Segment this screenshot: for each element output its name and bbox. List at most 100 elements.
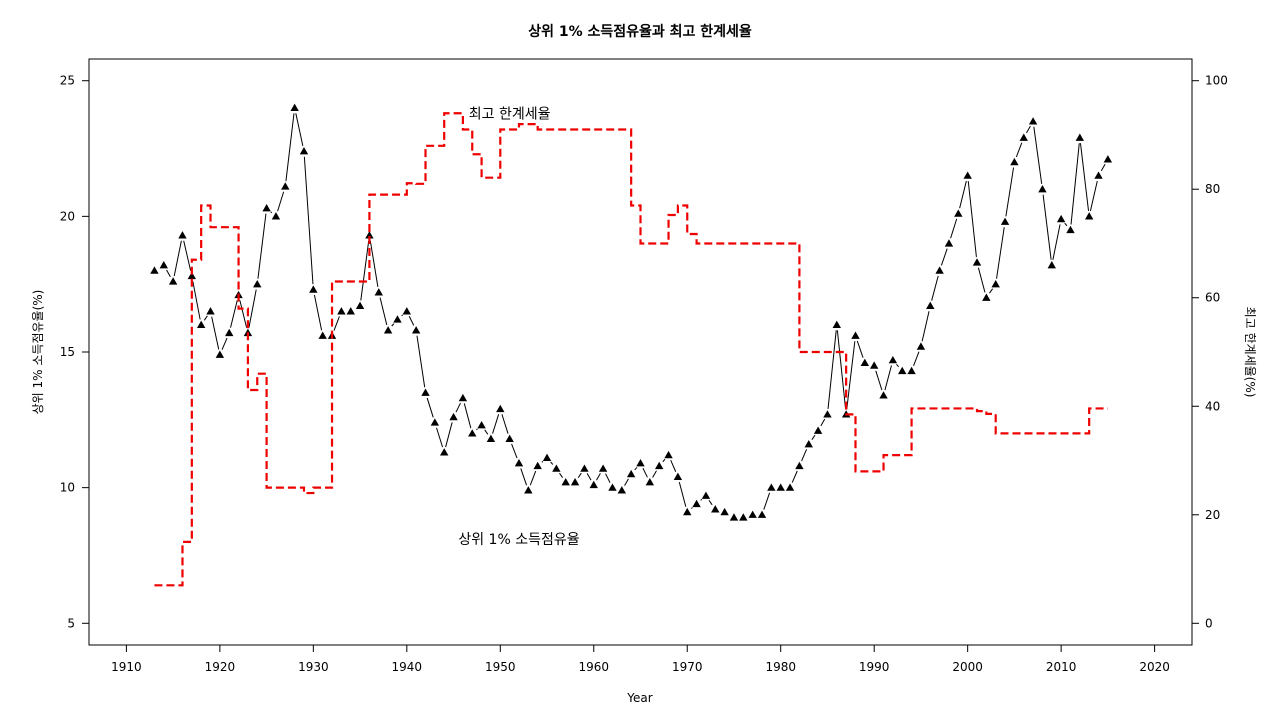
income-share-point [215, 350, 225, 358]
income-share-point [393, 315, 402, 323]
income-share-point [711, 505, 720, 513]
x-tick-label: 2020 [1139, 660, 1170, 674]
income-share-point [720, 507, 729, 516]
income-share-segment [436, 427, 444, 448]
income-share-segment [221, 337, 228, 350]
income-share-point [757, 510, 767, 518]
income-share-segment [257, 213, 267, 279]
income-share-segment [391, 323, 395, 327]
income-share-point [430, 418, 440, 426]
income-share-point [468, 429, 477, 437]
income-share-point [365, 231, 374, 239]
income-share-segment [520, 468, 528, 486]
income-share-point [785, 483, 795, 491]
x-tick-label: 1990 [859, 660, 890, 674]
income-share-point [150, 266, 159, 274]
annotation-layer: 최고 한계세율 상위 1% 소득점유율 [458, 106, 579, 548]
income-share-point [421, 388, 430, 396]
income-share-segment [931, 275, 939, 301]
annotation-tax-rate: 최고 한계세율 [469, 106, 551, 122]
right-axis-title: 최고 한계세율(%) [1243, 307, 1257, 398]
income-share-segment [408, 316, 415, 326]
income-share-point [262, 204, 271, 212]
income-share-point [542, 453, 552, 461]
income-share-segment [401, 314, 403, 317]
income-share-point [552, 464, 561, 472]
income-share-point [402, 307, 412, 315]
income-share-segment [1079, 143, 1090, 211]
x-tick-label: 2010 [1046, 660, 1077, 674]
income-share-point [991, 279, 1000, 288]
income-share-point [458, 393, 468, 402]
income-share-point [673, 472, 683, 480]
x-tick-label: 1930 [298, 660, 329, 674]
income-share-point [664, 450, 673, 459]
income-share-segment [313, 294, 323, 331]
income-share-segment [605, 473, 611, 483]
income-share-segment [708, 500, 713, 506]
right-axis: 0 20 40 60 80 100 [1192, 74, 1228, 630]
income-share-segment [950, 218, 958, 239]
income-share-point [187, 271, 197, 280]
income-share-point [944, 239, 954, 247]
income-share-point [683, 507, 692, 516]
income-share-point [533, 461, 542, 470]
income-share-segment [836, 330, 847, 409]
x-tick-label: 1910 [111, 660, 142, 674]
income-share-point [701, 491, 711, 499]
income-share-segment [996, 227, 1005, 279]
income-share-segment [369, 240, 379, 287]
income-share-segment [1052, 224, 1061, 260]
income-share-point [309, 285, 318, 293]
income-share-point [776, 483, 785, 491]
left-tick-label: 5 [67, 616, 75, 630]
income-share-segment [977, 267, 986, 293]
income-share-point [1000, 217, 1010, 225]
income-share-segment [827, 330, 837, 409]
income-share-segment [239, 300, 248, 328]
income-share-segment [303, 156, 314, 285]
income-share-point [1019, 133, 1028, 141]
income-share-segment [192, 281, 201, 320]
income-share-point [935, 266, 944, 274]
income-share-segment [896, 363, 900, 368]
income-share-segment [959, 180, 967, 209]
income-share-segment [166, 269, 171, 277]
income-share-point [729, 513, 739, 521]
income-share-segment [360, 240, 370, 301]
income-share-segment [270, 211, 273, 214]
income-share-point [869, 361, 879, 369]
income-share-point [739, 513, 748, 521]
income-share-point [580, 464, 589, 472]
right-tick-label: 60 [1205, 291, 1220, 305]
right-tick-label: 80 [1205, 182, 1220, 196]
income-share-point [692, 499, 701, 508]
income-share-segment [1026, 125, 1031, 134]
income-share-point [1010, 157, 1019, 166]
income-share-point [1047, 260, 1056, 269]
income-share-point [907, 366, 916, 375]
income-share-point [1103, 155, 1113, 163]
income-share-segment [884, 365, 892, 391]
income-share-point [524, 486, 533, 494]
income-share-point [1028, 117, 1038, 125]
income-share-segment [426, 397, 434, 418]
income-share-point [1084, 212, 1094, 220]
income-share-segment [211, 316, 220, 350]
income-share-point [440, 448, 449, 456]
income-share-point [299, 147, 309, 155]
plot-frame [88, 58, 1193, 646]
income-share-point [860, 358, 870, 367]
income-share-point [767, 483, 776, 491]
income-share-segment [1100, 163, 1106, 172]
income-share-point [196, 320, 206, 329]
income-share-point [411, 326, 421, 334]
income-share-point [271, 212, 281, 220]
income-share-point [888, 355, 898, 364]
left-axis: 5 10 15 20 25 [60, 74, 89, 630]
income-share-segment [652, 470, 657, 478]
income-share-segment [662, 458, 666, 463]
income-share-segment [856, 340, 864, 358]
income-share-segment [277, 191, 285, 212]
income-share-segment [811, 434, 816, 440]
